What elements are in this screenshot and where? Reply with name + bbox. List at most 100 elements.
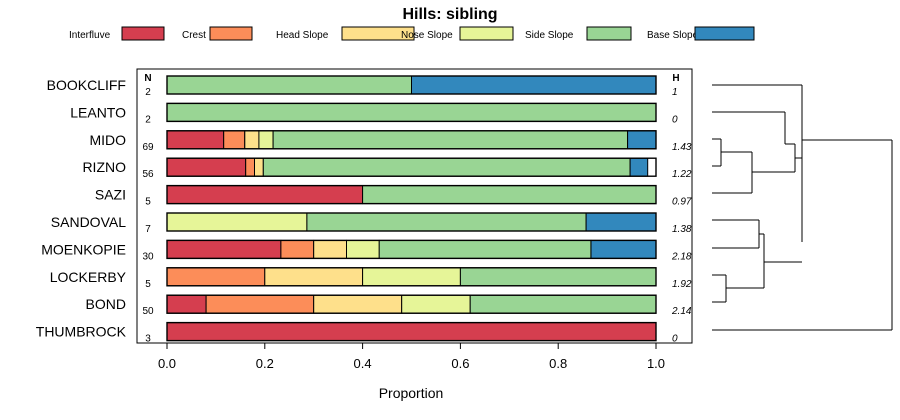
bar-segment [313, 239, 348, 259]
row-label: MIDO [89, 132, 126, 148]
bar-row: MOENKOPIE 30 2.18 [41, 239, 692, 262]
bar-segment [585, 212, 657, 232]
row-label: BOOKCLIFF [47, 77, 126, 93]
row-label: BOND [86, 296, 126, 312]
plot-panel [136, 68, 693, 344]
bar-segment [244, 130, 260, 150]
row-n-value: 50 [142, 306, 154, 317]
bar-outline [166, 294, 657, 314]
legend-swatch [341, 26, 415, 41]
row-label: THUMBROCK [36, 324, 127, 340]
legend-label: Interfluve [69, 30, 111, 41]
bar-row: RIZNO 56 1.22 [82, 157, 692, 180]
bar-segment [258, 130, 274, 150]
bar-segment [262, 157, 631, 177]
legend: Interfluve Crest Head Slope Nose Slope Side … [69, 26, 755, 41]
bar-outline [166, 239, 657, 260]
row-n-value: 7 [145, 224, 151, 235]
bar-segment [272, 130, 629, 150]
x-tick-label: 1.0 [647, 356, 665, 371]
row-n-value: 30 [142, 251, 154, 262]
legend-label: Nose Slope [401, 30, 453, 41]
bar-segment [590, 239, 657, 259]
bar-segment [401, 294, 471, 314]
dendrogram [712, 84, 893, 331]
legend-label: Crest [182, 30, 206, 41]
bar-segment [166, 239, 282, 259]
row-h-value: 1 [672, 87, 678, 98]
bar-segment [166, 157, 247, 177]
legend-swatch [459, 26, 514, 41]
bar-segment [166, 130, 225, 150]
bar-segment [629, 157, 649, 177]
legend-swatch [586, 26, 632, 41]
row-label: LOCKERBY [50, 269, 127, 285]
row-h-value: 1.38 [672, 224, 692, 235]
row-h-value: 2.18 [671, 251, 692, 262]
bar-outline [166, 321, 657, 342]
n-header: N [144, 73, 151, 84]
legend-label: Head Slope [276, 30, 329, 41]
bar-segment [313, 294, 403, 314]
bar-row: SANDOVAL 7 1.38 [51, 212, 692, 235]
bar-outline [166, 184, 657, 205]
bar-segment [346, 239, 380, 259]
bar-outline [166, 212, 657, 232]
row-h-value: 2.14 [671, 306, 692, 317]
bar-outline [166, 75, 657, 95]
row-n-value: 3 [145, 334, 151, 345]
x-tick-label: 0.4 [354, 356, 372, 371]
bar-segment [166, 322, 657, 342]
bar-outline [166, 130, 657, 150]
bar-segment [166, 212, 308, 232]
bar-outline [166, 102, 657, 123]
bar-segment [627, 130, 657, 150]
row-h-value: 0 [672, 334, 678, 345]
bar-segment [411, 75, 657, 95]
bar-segment [280, 239, 315, 259]
bar-segment [459, 267, 657, 287]
x-axis-label: Proportion [379, 385, 444, 401]
row-label: RIZNO [82, 159, 126, 175]
h-header: H [672, 73, 679, 84]
bar-segment [306, 212, 587, 232]
bar-segment [245, 157, 255, 177]
legend-label: Side Slope [525, 30, 574, 41]
row-h-value: 1.22 [672, 169, 692, 180]
bar-row: LEANTO 2 0 [70, 102, 678, 125]
legend-swatch [694, 26, 755, 41]
x-axis: 0.0 0.2 0.4 0.6 0.8 1.0 [158, 343, 665, 371]
row-h-value: 1.43 [672, 142, 692, 153]
bar-row: BOND 50 2.14 [86, 294, 692, 317]
row-n-value: 56 [142, 169, 154, 180]
row-label: SAZI [95, 187, 126, 203]
bar-segment [166, 294, 207, 314]
legend-swatch [209, 26, 253, 41]
bar-segment [378, 239, 592, 259]
x-tick-label: 0.0 [158, 356, 176, 371]
bar-segment [166, 267, 266, 287]
row-n-value: 69 [142, 142, 154, 153]
row-label: SANDOVAL [51, 214, 126, 230]
bar-row: MIDO 69 1.43 [89, 130, 692, 153]
bar-segment [469, 294, 657, 314]
bar-row: SAZI 5 0.97 [95, 184, 692, 208]
legend-label: Base Slope [647, 30, 699, 41]
row-n-value: 2 [145, 114, 151, 125]
chart-title: Hills: sibling [402, 6, 497, 23]
row-h-value: 0 [672, 114, 678, 125]
bar-segment [205, 294, 315, 314]
legend-swatch [121, 26, 165, 41]
row-n-value: 5 [145, 197, 151, 208]
bar-segment [264, 267, 364, 287]
row-n-value: 2 [145, 87, 151, 98]
bar-row: BOOKCLIFF 2 1 [47, 75, 678, 98]
bar-row: LOCKERBY 5 1.92 [50, 267, 692, 290]
bar-segment [223, 130, 246, 150]
bar-segment [362, 185, 657, 205]
bar-segment [362, 267, 461, 287]
bar-segment [254, 157, 264, 177]
bar-rows: BOOKCLIFF 2 1 LEANTO 2 0 MIDO 69 1.43 RIZNO 56 1.22… [36, 75, 692, 345]
row-n-value: 5 [145, 279, 151, 290]
